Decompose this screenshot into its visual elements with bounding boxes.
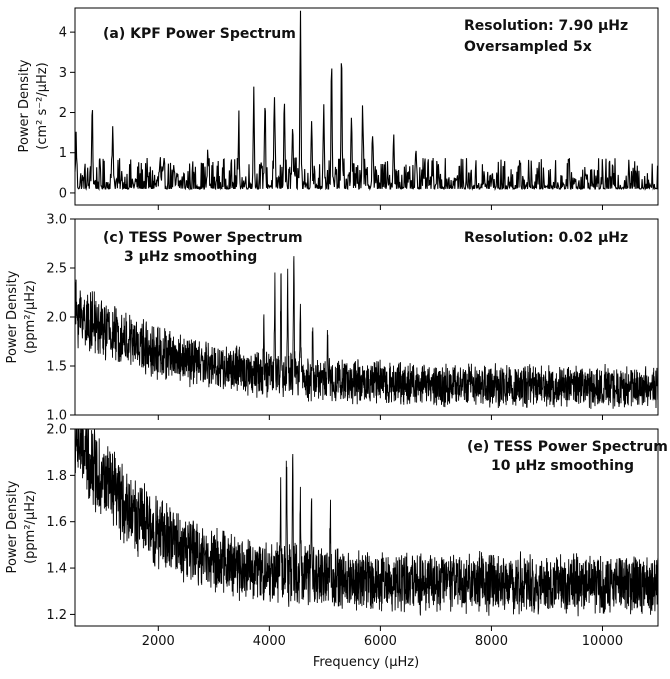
panel-e-spectrum-line (74, 428, 659, 617)
panel-c-ylabel-line1: Power Density (5, 270, 20, 363)
panel-e-smoothing: 10 μHz smoothing (491, 458, 634, 474)
panel-e: 1.2 1.4 1.6 1.8 2.0 2000 4000 6000 8000 10000 Po… (5, 423, 668, 671)
panel-a-ylabel-line1: Power Density (17, 59, 32, 152)
panel-a-frame (74, 7, 659, 206)
panel-e-y-tick-label: 2.0 (46, 423, 67, 438)
panel-e-ylabel-line1: Power Density (5, 480, 20, 573)
panel-e-y-ticks: 1.2 1.4 1.6 1.8 2.0 (46, 423, 75, 623)
panel-c-y-tick-label: 3.0 (46, 213, 67, 228)
panel-c-resolution: Resolution: 0.02 μHz (464, 230, 628, 246)
panel-a-spectrum-line (74, 10, 659, 191)
x-tick-label: 8000 (475, 634, 508, 649)
x-tick-label: 4000 (253, 634, 286, 649)
panel-e-y-tick-label: 1.6 (46, 515, 67, 530)
panel-c-y-tick-label: 1.0 (46, 409, 67, 424)
panel-e-title: (e) TESS Power Spectrum (467, 439, 668, 455)
panel-a-y-ticks: 0 1 2 3 4 (59, 26, 75, 201)
panel-c: 1.0 1.5 2.0 2.5 3.0 Power Density (ppm²/μHz)… (5, 213, 659, 424)
x-tick-label: 6000 (364, 634, 397, 649)
panel-a-y-tick-label: 3 (59, 66, 67, 81)
panel-c-y-tick-label: 2.5 (46, 262, 67, 277)
panel-c-y-ticks: 1.0 1.5 2.0 2.5 3.0 (46, 213, 75, 424)
panel-e-ylabel-line2: (ppm²/μHz) (23, 490, 38, 564)
panel-a-title: (a) KPF Power Spectrum (103, 26, 296, 42)
panel-c-smoothing: 3 μHz smoothing (124, 249, 257, 265)
panel-c-ylabel-line2: (ppm²/μHz) (23, 280, 38, 354)
panel-c-y-tick-label: 1.5 (46, 360, 67, 375)
panel-a-x-ticks (157, 205, 603, 210)
panel-a-resolution: Resolution: 7.90 μHz (464, 18, 628, 34)
panel-a-y-tick-label: 4 (59, 26, 67, 41)
x-tick-label: 10000 (582, 634, 623, 649)
panel-e-frame (74, 428, 659, 627)
panel-c-spectrum-line (74, 256, 659, 409)
panel-e-y-tick-label: 1.2 (46, 608, 67, 623)
panel-c-x-ticks (157, 415, 603, 420)
x-tick-label: 2000 (142, 634, 175, 649)
panel-a-oversampled: Oversampled 5x (464, 39, 592, 55)
panel-a-y-tick-label: 1 (59, 146, 67, 161)
panel-e-x-ticks: 2000 4000 6000 8000 10000 (142, 626, 623, 649)
x-axis-label: Frequency (μHz) (313, 655, 419, 670)
panel-e-y-tick-label: 1.4 (46, 562, 67, 577)
panel-a-ylabel-line2: (cm² s⁻²/μHz) (35, 62, 50, 149)
panel-c-y-tick-label: 2.0 (46, 311, 67, 326)
panel-a: 0 1 2 3 4 Power Density (cm² s⁻²/μHz) (a) KP… (17, 7, 659, 210)
panel-e-y-tick-label: 1.8 (46, 469, 67, 484)
panel-a-y-tick-label: 0 (59, 186, 67, 201)
panel-c-title: (c) TESS Power Spectrum (103, 230, 303, 246)
panel-a-y-tick-label: 2 (59, 106, 67, 121)
